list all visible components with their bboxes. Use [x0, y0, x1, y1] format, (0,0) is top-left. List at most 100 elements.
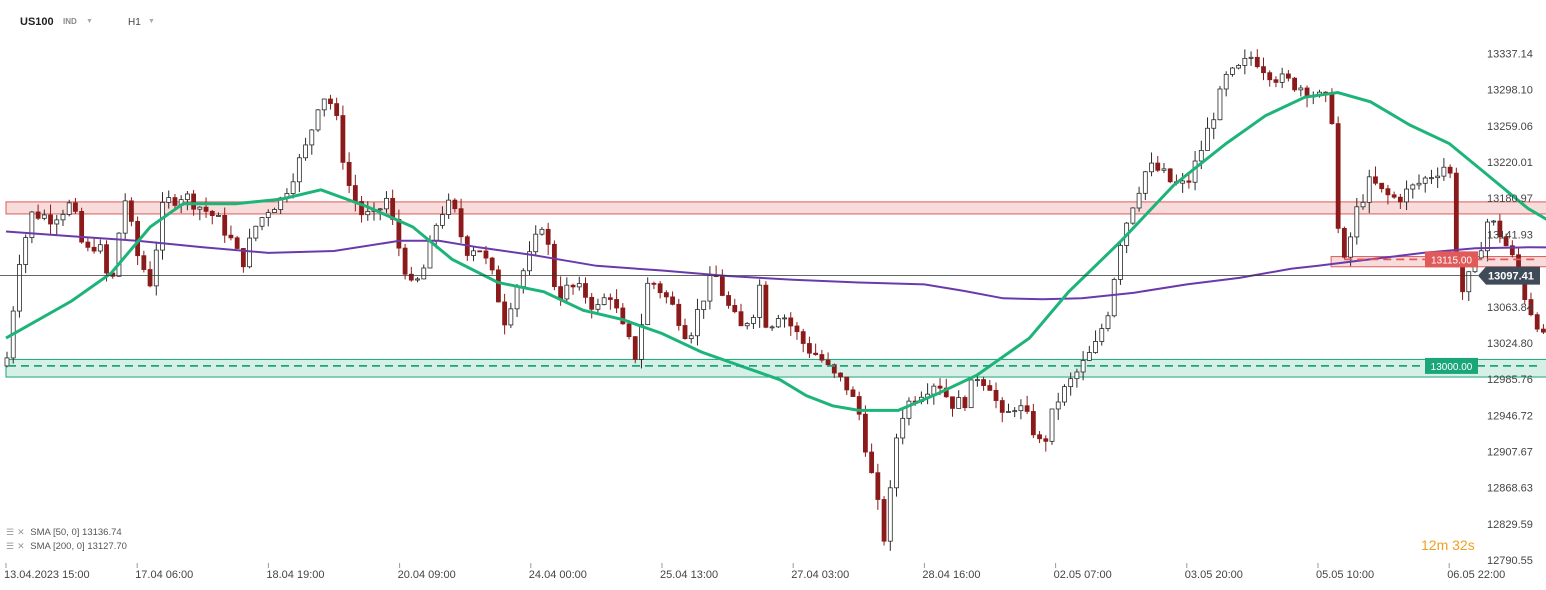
candle-body: [1373, 176, 1378, 184]
candle-body: [1329, 92, 1335, 125]
candle-body: [813, 352, 819, 355]
candle-body: [1205, 127, 1210, 151]
candle-body: [240, 248, 246, 268]
candle-body: [782, 317, 787, 320]
candle-body: [800, 331, 806, 344]
candle-body: [757, 284, 763, 318]
candle-body: [595, 304, 601, 310]
candle-body: [1298, 87, 1304, 91]
candle-body: [670, 296, 675, 305]
candle-body: [1261, 66, 1266, 74]
x-tick-label: 02.05 07:00: [1054, 569, 1112, 581]
candle-body: [651, 282, 657, 285]
candle-body: [222, 215, 228, 236]
candle-body: [1130, 207, 1136, 224]
candle-body: [1074, 371, 1080, 380]
candle-body: [1086, 352, 1092, 361]
candle-body: [334, 103, 340, 116]
candle-body: [259, 217, 265, 227]
candle-body: [707, 275, 713, 302]
settings-icon[interactable]: ☰: [6, 527, 15, 537]
candle-body: [1397, 196, 1403, 203]
legend-sma50[interactable]: ☰ ✕ SMA [50, 0] 13136.74: [6, 527, 122, 538]
instrument-type-label: IND: [63, 17, 77, 26]
candle-body: [1528, 299, 1534, 316]
candle-body: [483, 250, 489, 259]
x-axis: 13.04.2023 15:00 17.04 06:00 18.04 19:00 20…: [4, 563, 1505, 581]
candle-body: [321, 98, 327, 111]
candle-body: [147, 269, 153, 287]
y-tick-label: 13337.14: [1487, 49, 1533, 61]
close-icon[interactable]: ✕: [17, 541, 25, 551]
candle-body: [894, 437, 899, 489]
candle-body: [1055, 401, 1061, 410]
candle-body: [290, 181, 296, 194]
symbol-label[interactable]: US100: [20, 16, 54, 28]
legend-sma200-name: SMA: [30, 541, 51, 552]
y-tick-label: 12985.76: [1487, 374, 1533, 386]
chevron-down-icon[interactable]: ▼: [86, 18, 93, 25]
candle-body: [1360, 201, 1366, 208]
level-label-bg-support: [1425, 357, 1478, 374]
candle-body: [1267, 72, 1273, 81]
x-tick-label: 18.04 19:00: [266, 569, 324, 581]
candle-body: [545, 228, 551, 245]
chevron-down-icon[interactable]: ▼: [148, 18, 155, 25]
y-tick-label: 13141.93: [1487, 229, 1533, 241]
candle-body: [520, 270, 526, 287]
candle-body: [1485, 221, 1490, 252]
timeframe-select[interactable]: H1: [128, 17, 141, 28]
y-tick-label: 13298.10: [1487, 85, 1533, 97]
candle-body: [807, 343, 812, 354]
candle-body: [1429, 177, 1434, 180]
candle-body: [377, 208, 383, 211]
level-label-support: 13000.00: [1431, 362, 1473, 373]
candle-body: [1404, 188, 1409, 203]
candle-body: [29, 211, 35, 238]
candle-body: [384, 197, 389, 210]
candle-body: [1030, 411, 1036, 436]
candle-body: [471, 250, 476, 256]
candle-body: [452, 199, 458, 210]
candle-body: [1049, 408, 1055, 442]
candle-body: [1348, 236, 1353, 258]
candle-body: [116, 232, 122, 277]
candle-body: [272, 209, 277, 213]
candle-body: [340, 115, 346, 163]
candle-body: [794, 325, 800, 333]
candle-body: [1006, 411, 1011, 413]
candle-body: [819, 354, 825, 361]
candle-body: [496, 269, 501, 303]
candle-body: [614, 299, 619, 309]
x-tick-label: 27.04 03:00: [791, 569, 849, 581]
candle-body: [48, 214, 53, 225]
legend-sma200-params: [200, 0]: [52, 541, 85, 552]
candle-body: [838, 372, 843, 378]
candle-body: [1012, 410, 1018, 413]
candle-body: [788, 317, 794, 327]
level-label-resistance: 13115.00: [1431, 255, 1472, 266]
x-tick-label: 20.04 09:00: [398, 569, 456, 581]
candle-body: [477, 250, 483, 253]
candle-body: [433, 224, 439, 242]
candle-body: [620, 307, 626, 325]
candle-body: [153, 249, 159, 287]
sma50-line: [5, 90, 1546, 412]
candle-body: [1105, 315, 1111, 329]
timer-minutes: 12: [1421, 537, 1437, 553]
legend-sma200[interactable]: ☰ ✕ SMA [200, 0] 13127.70: [6, 541, 127, 552]
candle-body: [956, 397, 962, 409]
timer-seconds: 32: [1452, 537, 1468, 553]
candle-body: [1410, 184, 1416, 190]
settings-icon[interactable]: ☰: [6, 541, 15, 551]
candle-body: [458, 208, 464, 238]
candle-body: [265, 212, 271, 218]
candle-body: [539, 228, 545, 235]
candle-body: [900, 417, 906, 439]
candle-body: [514, 286, 520, 310]
candle-body: [863, 413, 868, 453]
candle-body: [527, 251, 532, 272]
close-icon[interactable]: ✕: [17, 527, 25, 537]
candle-body: [85, 241, 91, 248]
